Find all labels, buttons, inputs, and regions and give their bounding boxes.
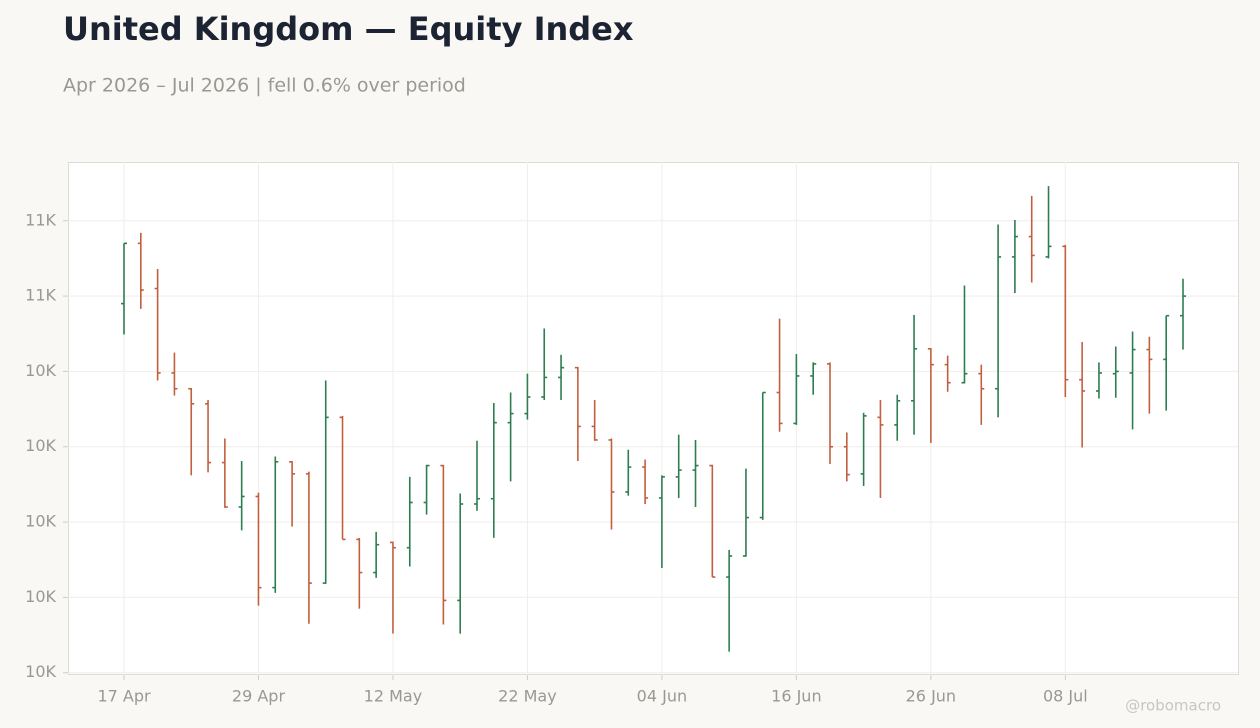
- x-tick-label: 29 Apr: [232, 687, 286, 706]
- watermark: @robomacro: [1125, 697, 1221, 715]
- x-tick-label: 04 Jun: [637, 687, 687, 706]
- y-tick-label: 11K: [25, 286, 56, 305]
- x-tick-label: 12 May: [364, 687, 423, 706]
- plot-area: [68, 162, 1239, 675]
- y-tick-label: 10K: [25, 662, 56, 681]
- x-tick-label: 26 Jun: [906, 687, 956, 706]
- y-tick-label: 11K: [25, 210, 56, 229]
- x-tick-label: 08 Jul: [1043, 687, 1088, 706]
- y-tick-label: 10K: [25, 587, 56, 606]
- y-tick-label: 10K: [25, 361, 56, 380]
- chart-subtitle: Apr 2026 – Jul 2026 | fell 0.6% over per…: [63, 75, 466, 97]
- x-tick-label: 22 May: [498, 687, 557, 706]
- y-tick-label: 10K: [25, 512, 56, 531]
- chart-title: United Kingdom — Equity Index: [63, 10, 634, 48]
- x-tick-label: 17 Apr: [97, 687, 151, 706]
- y-tick-label: 10K: [25, 436, 56, 455]
- x-tick-label: 16 Jun: [771, 687, 821, 706]
